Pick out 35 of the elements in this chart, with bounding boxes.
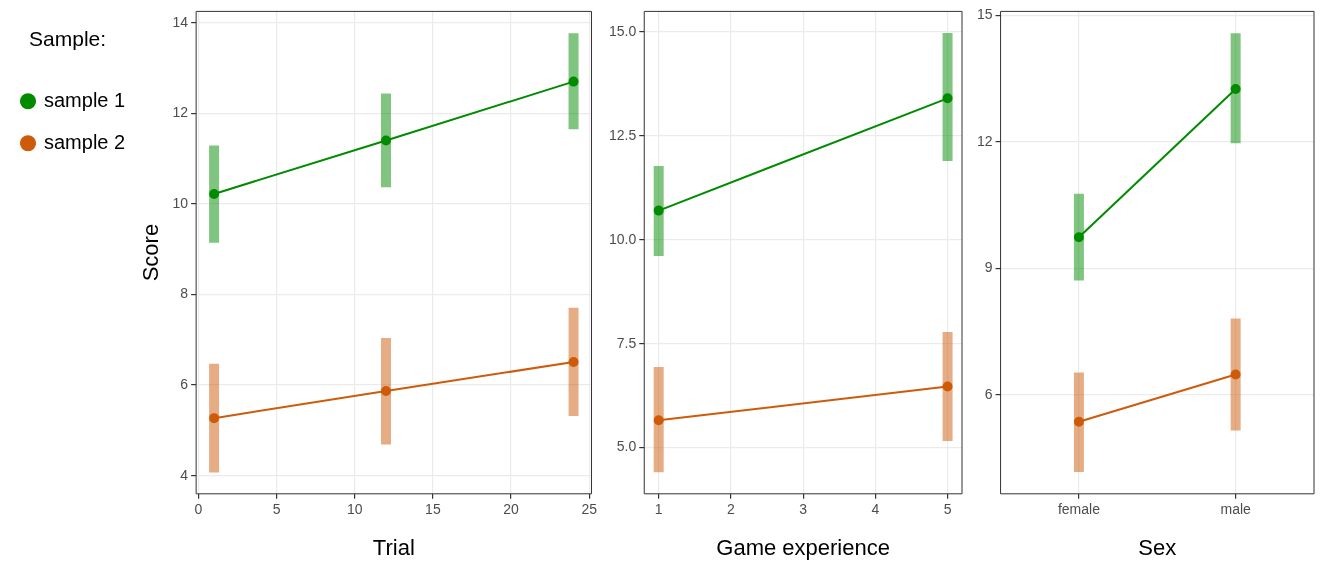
- y-tick-label: 14: [172, 13, 189, 30]
- x-tick-label: female: [1057, 501, 1101, 518]
- y-tick-label: 15.0: [609, 22, 637, 39]
- y-tick-label: 6: [984, 385, 993, 402]
- x-axis-title: Game experience: [716, 534, 890, 560]
- x-tick-label: 20: [503, 501, 520, 518]
- x-tick-label: 4: [871, 501, 880, 518]
- y-tick-label: 10: [172, 194, 189, 211]
- y-axis-title: Score: [138, 223, 164, 282]
- y-tick-label: 5.0: [616, 438, 637, 455]
- x-tick-label: 5: [272, 501, 281, 518]
- x-tick-label: 15: [425, 501, 441, 518]
- y-tick-label: 10.0: [609, 230, 637, 247]
- y-tick-label: 4: [180, 466, 189, 483]
- y-tick-label: 12.5: [609, 126, 637, 143]
- legend-label: sample 2: [44, 130, 126, 153]
- x-tick-label: 10: [346, 501, 363, 518]
- y-tick-label: 8: [180, 285, 189, 302]
- x-tick-label: 0: [194, 501, 203, 518]
- x-tick-label: 3: [799, 501, 808, 518]
- x-tick-label: 5: [943, 501, 952, 518]
- y-tick-label: 15: [976, 6, 993, 23]
- y-tick-label: 7.5: [616, 334, 637, 351]
- y-tick-label: 9: [984, 259, 993, 276]
- legend-label: sample 1: [44, 88, 126, 111]
- y-tick-label: 6: [180, 375, 189, 392]
- legend-title: Sample:: [29, 27, 107, 51]
- x-axis-title: Trial: [372, 534, 415, 560]
- x-tick-label: 2: [727, 501, 736, 518]
- y-tick-label: 12: [172, 104, 189, 121]
- x-axis-title: Sex: [1138, 534, 1177, 560]
- x-tick-label: 1: [654, 501, 663, 518]
- y-tick-label: 12: [976, 132, 993, 149]
- x-tick-label: 25: [581, 501, 598, 518]
- x-tick-label: male: [1220, 501, 1252, 518]
